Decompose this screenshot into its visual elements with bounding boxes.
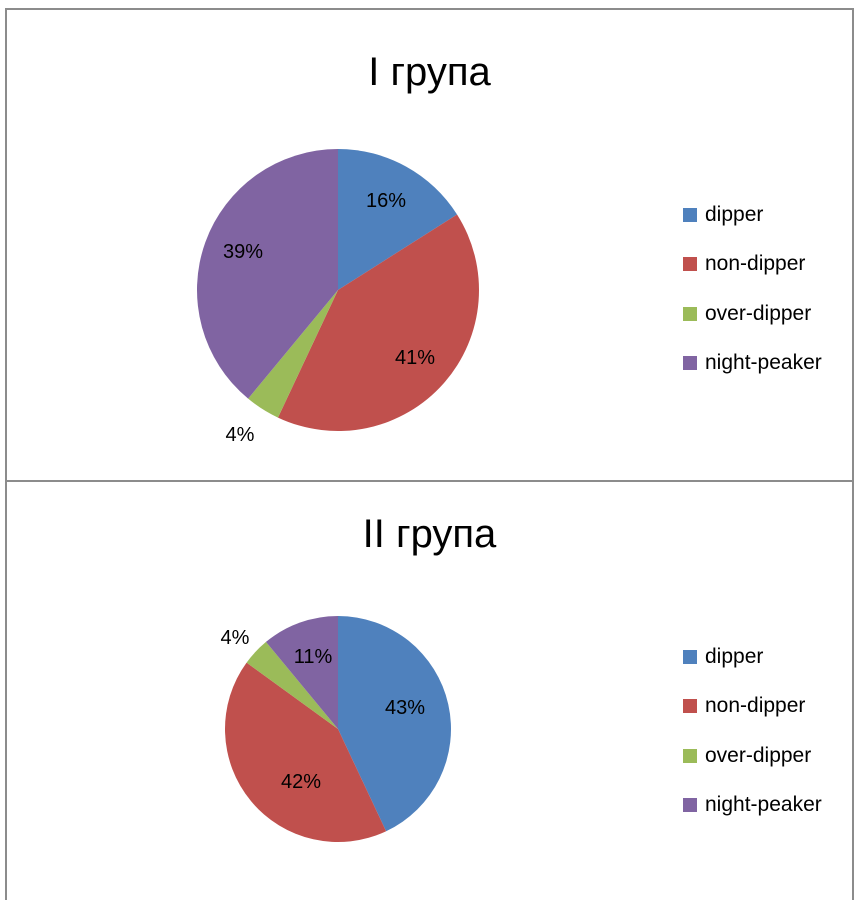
legend-item-dipper: dipper	[683, 632, 822, 682]
pie-slice-dipper	[338, 149, 458, 290]
data-label-non-dipper: 41%	[395, 347, 435, 369]
legend-label: non-dipper	[705, 694, 806, 718]
legend-swatch-over-dipper	[683, 306, 697, 321]
chart-panel-group-2: II група 43% 42% 4% 11% dipper non-dipper o…	[5, 480, 854, 900]
legend-label: dipper	[705, 644, 764, 668]
legend-item-non-dipper: non-dipper	[683, 240, 822, 290]
data-label-over-dipper: 4%	[221, 627, 250, 649]
pie-slice-dipper	[338, 616, 451, 832]
data-label-night-peaker: 11%	[294, 646, 333, 668]
legend-swatch-night-peaker	[683, 798, 697, 813]
pie-slice-over-dipper	[248, 290, 338, 418]
legend-item-over-dipper: over-dipper	[683, 289, 822, 339]
pie-slice-non-dipper	[277, 214, 479, 431]
data-label-non-dipper: 42%	[281, 771, 321, 793]
data-label-dipper: 43%	[385, 697, 425, 719]
pie-slice-over-dipper	[246, 641, 338, 729]
legend-swatch-non-dipper	[683, 699, 697, 714]
legend-swatch-non-dipper	[683, 257, 697, 272]
chart-title: I група	[368, 50, 491, 94]
pie-chart-group-1: 16% 41% 4% 39%	[197, 149, 479, 446]
legend-label: night-peaker	[705, 351, 822, 375]
legend-item-night-peaker: night-peaker	[683, 781, 822, 831]
legend-label: over-dipper	[705, 743, 812, 767]
legend-item-night-peaker: night-peaker	[683, 339, 822, 389]
pie-chart-group-2: 43% 42% 4% 11%	[221, 616, 451, 842]
legend-group-1: dipper non-dipper over-dipper night-peak…	[683, 190, 822, 388]
pie-slice-non-dipper	[224, 662, 387, 842]
data-label-night-peaker: 39%	[223, 241, 263, 263]
chart-title: II група	[362, 512, 497, 556]
legend-swatch-dipper	[683, 207, 697, 222]
legend-label: over-dipper	[705, 301, 812, 325]
legend-swatch-over-dipper	[683, 748, 697, 763]
legend-label: dipper	[705, 202, 764, 226]
data-label-over-dipper: 4%	[226, 424, 255, 446]
legend-swatch-night-peaker	[683, 356, 697, 371]
legend-swatch-dipper	[683, 649, 697, 664]
legend-label: night-peaker	[705, 793, 822, 817]
data-label-dipper: 16%	[366, 190, 406, 212]
legend-group-2: dipper non-dipper over-dipper night-peak…	[683, 632, 822, 830]
legend-item-dipper: dipper	[683, 190, 822, 240]
chart-panel-group-1: I група 16% 41% 4% 39% dipper non-dipper ov…	[5, 8, 854, 483]
legend-label: non-dipper	[705, 252, 806, 276]
pie-slice-night-peaker	[265, 616, 338, 729]
pie-slice-night-peaker	[197, 149, 338, 399]
legend-item-non-dipper: non-dipper	[683, 682, 822, 732]
legend-item-over-dipper: over-dipper	[683, 731, 822, 781]
